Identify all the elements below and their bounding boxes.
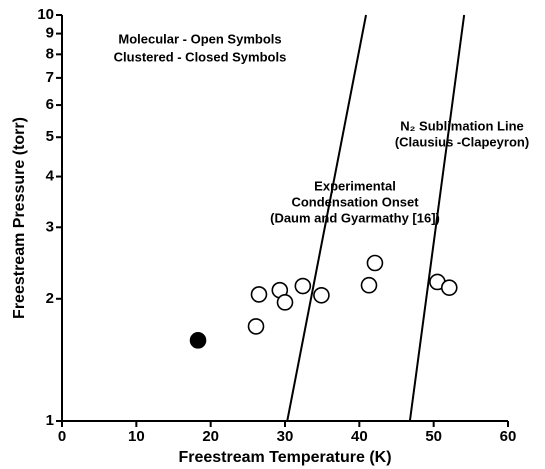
open-marker xyxy=(276,294,294,311)
y-axis-label: Freestream Pressure (torr) xyxy=(11,117,28,319)
y-tick-label: 6 xyxy=(46,96,54,113)
y-tick-label: 3 xyxy=(46,218,54,235)
y-tick-label: 9 xyxy=(46,25,54,42)
annotation: Clustered - Closed Symbols xyxy=(114,49,287,64)
open-marker xyxy=(440,279,458,296)
open-marker xyxy=(366,254,384,272)
x-axis-label: Freestream Temperature (K) xyxy=(178,449,391,466)
x-tick-label: 20 xyxy=(202,428,219,445)
x-tick-label: 30 xyxy=(277,428,294,445)
open-marker xyxy=(247,318,265,335)
closed-marker xyxy=(189,332,207,349)
annotation: N₂ Sublimation Line xyxy=(400,118,524,133)
open-marker xyxy=(360,276,378,294)
annotation: Condensation Onset xyxy=(291,194,419,209)
open-marker xyxy=(313,286,330,304)
open-marker xyxy=(294,277,312,295)
annotation: Experimental xyxy=(314,178,396,193)
y-tick-label: 10 xyxy=(37,6,54,23)
y-tick-label: 4 xyxy=(46,168,55,185)
x-tick-label: 40 xyxy=(351,428,368,445)
x-tick-label: 60 xyxy=(500,428,517,445)
y-tick-label: 1 xyxy=(46,412,54,429)
annotation: (Daum and Gyarmathy [16]) xyxy=(270,210,440,225)
annotation: Molecular - Open Symbols xyxy=(118,31,281,46)
x-tick-label: 10 xyxy=(128,428,145,445)
y-tick-label: 5 xyxy=(46,128,54,145)
y-tick-label: 7 xyxy=(46,69,54,86)
trend-line xyxy=(286,14,368,422)
x-tick-label: 0 xyxy=(58,428,66,445)
y-tick-label: 2 xyxy=(46,290,54,307)
open-marker xyxy=(250,286,268,303)
annotation: (Clausius -Clapeyron) xyxy=(395,134,529,149)
y-tick-label: 8 xyxy=(46,45,54,62)
x-tick-label: 50 xyxy=(425,428,442,445)
trend-line xyxy=(408,14,466,422)
